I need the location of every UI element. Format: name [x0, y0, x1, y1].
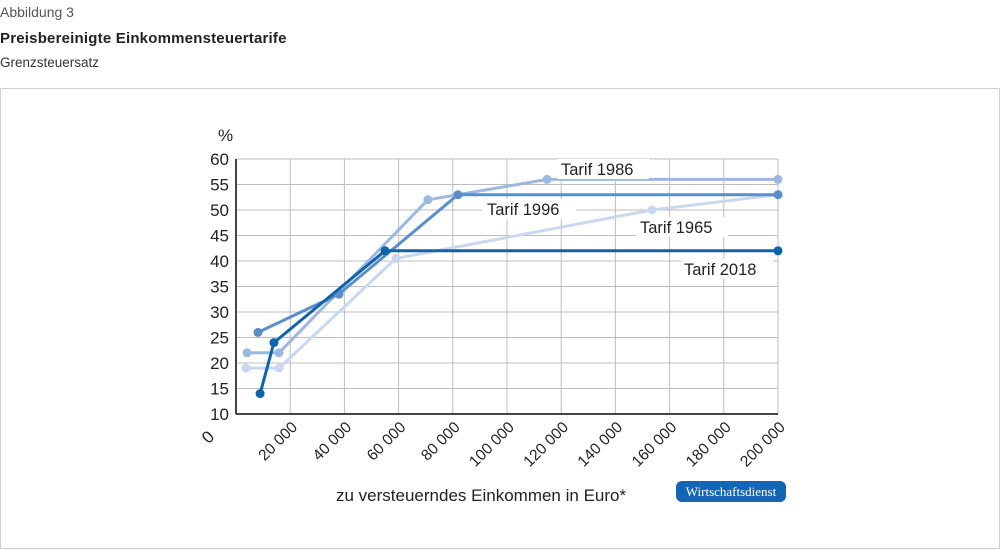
- data-point: [647, 205, 657, 215]
- data-point: [773, 190, 783, 200]
- data-point: [253, 327, 263, 337]
- annotation-tarif-1965: Tarif 1965: [640, 219, 712, 237]
- y-axis-origin-label: 0: [198, 427, 218, 447]
- series-annotations: Tarif 1986 Tarif 1996 Tarif 1965 Tarif 2…: [482, 159, 773, 279]
- x-axis-label: zu versteuerndes Einkommen in Euro*: [336, 486, 626, 505]
- x-tick-label: 180 000: [683, 419, 735, 471]
- data-point: [380, 246, 390, 256]
- data-point: [241, 363, 251, 373]
- data-point: [242, 348, 252, 358]
- data-point: [423, 195, 433, 205]
- chart-axes: [235, 159, 778, 415]
- y-tick-label: 55: [210, 176, 229, 195]
- data-point: [255, 389, 265, 399]
- figure-label: Abbildung 3: [0, 4, 74, 20]
- x-tick-label: 80 000: [418, 419, 464, 465]
- data-point: [274, 363, 284, 373]
- x-tick-label: 20 000: [255, 419, 301, 465]
- series-tarif-2018: [255, 246, 783, 399]
- series-tarif-1996: [253, 190, 783, 337]
- y-tick-label: 25: [210, 329, 229, 348]
- data-point: [773, 246, 783, 256]
- annotation-tarif-2018: Tarif 2018: [684, 261, 756, 279]
- wirtschaftsdienst-badge: Wirtschaftsdienst: [676, 481, 786, 502]
- y-axis-tick-labels: 10 15 20 25 30 35 40 45 50 55 60: [210, 150, 229, 424]
- data-point: [274, 348, 284, 358]
- y-tick-label: 50: [210, 201, 229, 220]
- x-tick-label: 40 000: [310, 419, 356, 465]
- figure-subtitle: Grenzsteuersatz: [0, 55, 100, 70]
- x-tick-label: 60 000: [364, 419, 410, 465]
- series-tarif-1986: [242, 174, 783, 358]
- x-tick-label: 100 000: [466, 419, 518, 471]
- data-point: [773, 174, 783, 184]
- data-point: [542, 174, 552, 184]
- x-tick-label: 160 000: [629, 419, 681, 471]
- data-point: [391, 253, 401, 263]
- y-tick-label: 60: [210, 150, 229, 169]
- y-tick-label: 15: [210, 380, 229, 399]
- y-tick-label: 35: [210, 278, 229, 297]
- y-tick-label: 10: [210, 405, 229, 424]
- annotation-tarif-1996: Tarif 1996: [487, 201, 559, 219]
- annotation-tarif-1986: Tarif 1986: [561, 161, 633, 179]
- chart-grid: [235, 158, 779, 415]
- x-tick-label: 140 000: [575, 419, 627, 471]
- chart-series: [241, 174, 783, 399]
- y-tick-label: 45: [210, 227, 229, 246]
- x-axis-tick-labels: 20 000 40 000 60 000 80 000 100 000 120 000 14…: [255, 419, 789, 471]
- y-tick-label: 30: [210, 303, 229, 322]
- y-tick-label: 40: [210, 252, 229, 271]
- data-point: [453, 190, 463, 200]
- y-axis-label: %: [218, 126, 233, 145]
- x-tick-label: 120 000: [520, 419, 572, 471]
- data-point: [269, 338, 279, 348]
- x-tick-label: 200 000: [737, 419, 789, 471]
- figure-title: Preisbereinigte Einkommensteuertarife: [0, 30, 287, 47]
- y-tick-label: 20: [210, 354, 229, 373]
